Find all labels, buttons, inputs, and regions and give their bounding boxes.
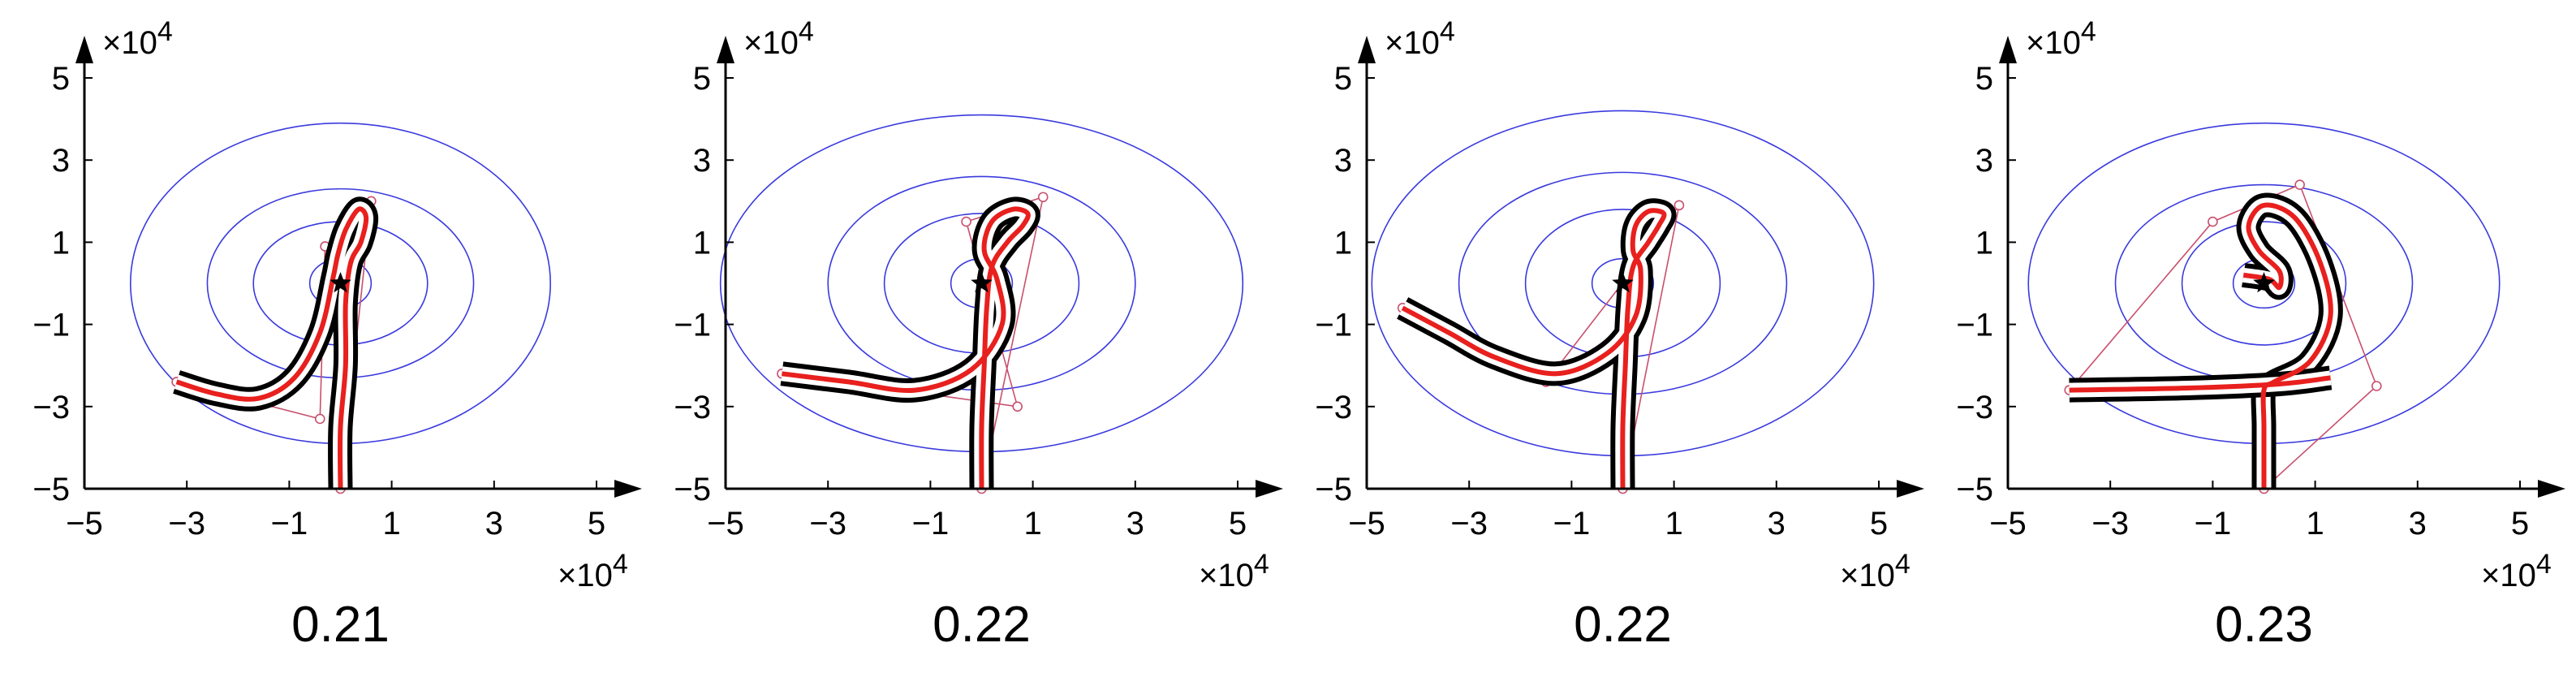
x-axis-arrow — [2538, 480, 2565, 498]
x-tick-label: 1 — [1023, 506, 1041, 541]
x-tick-label: 3 — [485, 506, 503, 541]
x-tick-label: −5 — [66, 506, 103, 541]
x-tick-label: 5 — [2511, 506, 2529, 541]
x-tick-label: −5 — [1348, 506, 1385, 541]
y-tick-label: −3 — [1315, 390, 1352, 425]
control-point — [314, 413, 325, 425]
x-tick-label: 3 — [1768, 506, 1786, 541]
path-line — [782, 206, 1031, 490]
panel-caption: 0.22 — [1574, 597, 1672, 653]
contour-ellipse — [2181, 221, 2347, 346]
control-point — [2294, 179, 2305, 190]
y-tick-label: −3 — [1956, 390, 1993, 425]
y-tick-label: 5 — [1334, 61, 1352, 97]
panel-caption: 0.23 — [2215, 597, 2313, 653]
y-exponent-label: ×104 — [2026, 16, 2096, 61]
y-tick-label: 5 — [693, 61, 711, 97]
y-tick-label: 5 — [1975, 61, 1993, 97]
x-exponent-label: ×104 — [1840, 549, 1910, 593]
x-tick-label: −3 — [168, 506, 205, 541]
x-tick-label: −3 — [1450, 506, 1488, 541]
y-tick-label: −5 — [32, 472, 70, 507]
x-tick-label: −5 — [707, 506, 744, 541]
y-tick-label: 1 — [693, 225, 711, 261]
x-tick-label: 1 — [2306, 506, 2324, 541]
y-axis-arrow — [1999, 36, 2017, 63]
y-tick-label: −1 — [674, 308, 711, 343]
x-tick-label: −1 — [271, 506, 308, 541]
x-tick-label: −3 — [2091, 506, 2129, 541]
panel-caption: 0.21 — [291, 597, 390, 653]
chart-panel-3: −5 −3 −1 1 3 5 −5 −3 −1 1 3 5 ×104 ×104 0.22 — [1315, 16, 1924, 653]
y-tick-label: 1 — [1975, 225, 1993, 261]
y-axis-arrow — [1358, 36, 1376, 63]
star-marker — [330, 272, 351, 293]
x-tick-label: −5 — [1989, 506, 2027, 541]
y-tick-label: −1 — [32, 308, 70, 343]
y-exponent-label: ×104 — [1385, 16, 1455, 61]
y-tick-label: −5 — [674, 472, 711, 507]
y-tick-label: 3 — [52, 143, 70, 179]
x-tick-label: 3 — [1126, 506, 1144, 541]
y-tick-label: −5 — [1956, 472, 1993, 507]
chart-panel-2: −5 −3 −1 1 3 5 −5 −3 −1 1 3 5 ×104 ×104 0.22 — [674, 16, 1283, 653]
x-axis-arrow — [1897, 480, 1924, 498]
x-axis-arrow — [614, 480, 642, 498]
y-tick-label: 5 — [52, 61, 70, 97]
y-tick-label: 1 — [52, 225, 70, 261]
x-tick-label: 1 — [1665, 506, 1682, 541]
star-marker — [1612, 272, 1634, 293]
control-point — [961, 216, 971, 227]
x-tick-label: 1 — [382, 506, 400, 541]
y-tick-label: −3 — [674, 390, 711, 425]
y-tick-label: 1 — [1334, 225, 1352, 261]
control-point — [1674, 200, 1685, 211]
y-tick-label: −1 — [1956, 308, 1993, 343]
x-exponent-label: ×104 — [558, 549, 628, 593]
x-tick-label: −1 — [2195, 506, 2232, 541]
chart-panel-1: −5 −3 −1 1 3 5 −5 −3 −1 1 3 5 ×104 ×104 0.21 — [32, 16, 642, 653]
y-tick-label: 3 — [693, 143, 711, 179]
path-line — [175, 206, 369, 490]
control-point — [1037, 192, 1049, 203]
chart-panel-4: −5 −3 −1 1 3 5 −5 −3 −1 1 3 5 ×104 ×104 0.23 — [1956, 16, 2565, 653]
y-tick-label: −5 — [1315, 472, 1352, 507]
x-tick-label: 3 — [2409, 506, 2427, 541]
x-exponent-label: ×104 — [2481, 549, 2552, 593]
control-point — [2371, 381, 2382, 391]
x-tick-label: 5 — [1870, 506, 1888, 541]
path-line — [1401, 208, 1667, 490]
x-tick-label: 5 — [1229, 506, 1247, 541]
control-point — [1012, 401, 1023, 412]
path-line — [2069, 375, 2331, 393]
x-exponent-label: ×104 — [1199, 549, 1269, 593]
y-tick-label: 3 — [1975, 143, 1993, 179]
y-tick-label: −3 — [32, 390, 70, 425]
x-tick-label: −1 — [1553, 506, 1591, 541]
star-marker — [2253, 272, 2275, 293]
x-tick-label: 5 — [588, 506, 605, 541]
x-axis-arrow — [1256, 480, 1283, 498]
y-tick-label: 3 — [1334, 143, 1352, 179]
y-axis-arrow — [717, 36, 734, 63]
panel-caption: 0.22 — [933, 597, 1031, 653]
x-tick-label: −1 — [912, 506, 950, 541]
y-tick-label: −1 — [1315, 308, 1352, 343]
control-point — [2208, 216, 2218, 227]
x-tick-label: −3 — [809, 506, 846, 541]
y-exponent-label: ×104 — [743, 16, 814, 61]
star-marker — [971, 272, 993, 293]
y-exponent-label: ×104 — [102, 16, 173, 61]
y-axis-arrow — [75, 36, 93, 63]
